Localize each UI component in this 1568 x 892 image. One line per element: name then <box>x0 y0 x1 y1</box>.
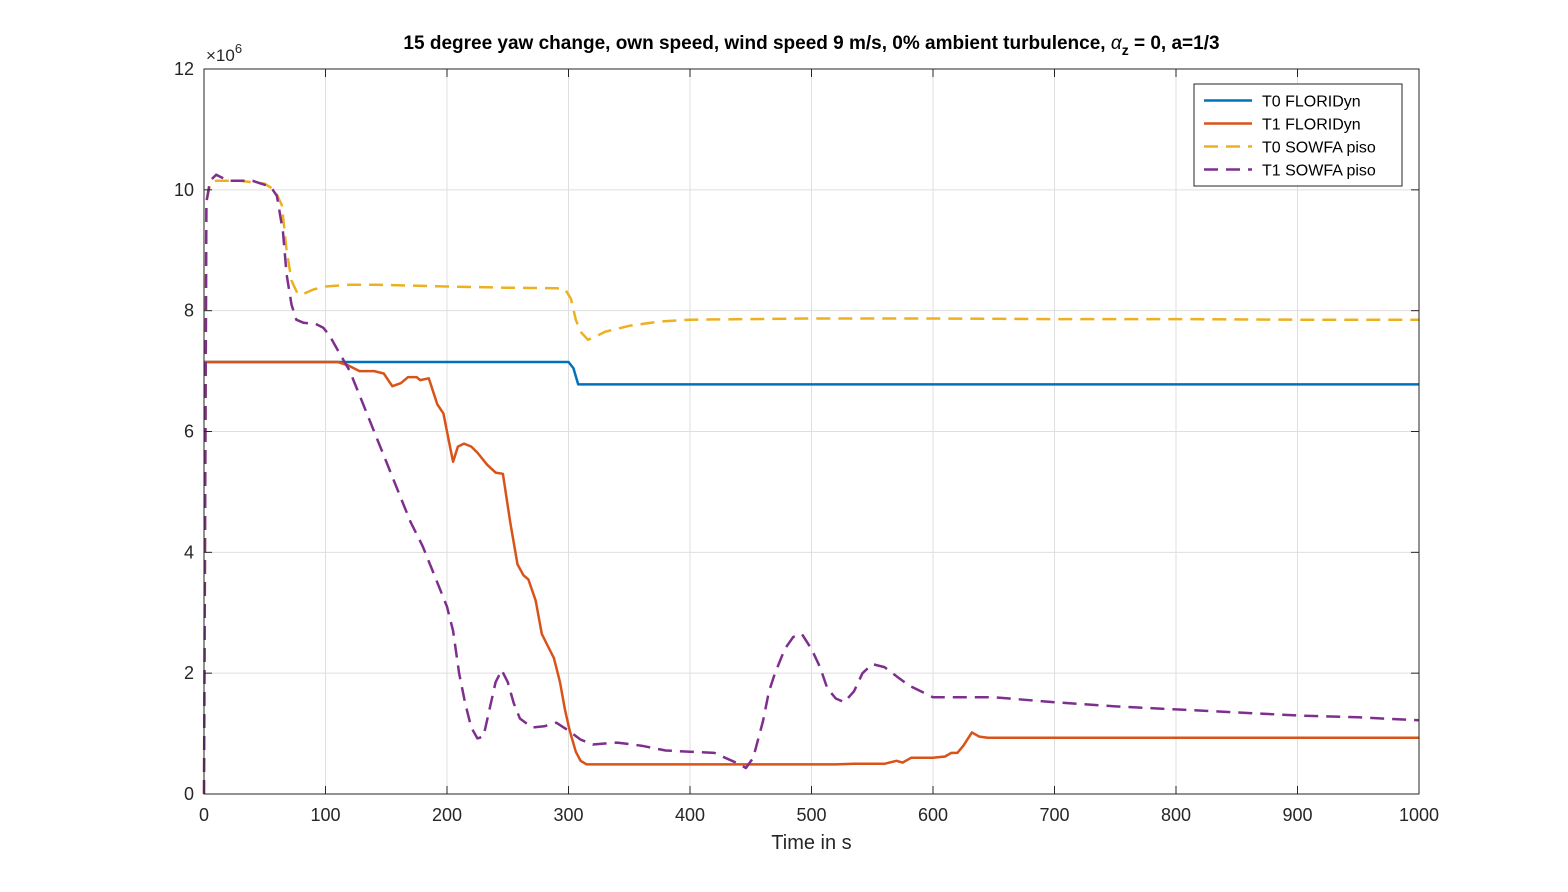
legend-label-3: T0 SOWFA piso <box>1262 140 1376 157</box>
x-tick-label: 0 <box>199 805 209 825</box>
y-tick-label: 10 <box>174 180 194 200</box>
x-tick-label: 600 <box>918 805 948 825</box>
y-multiplier-exponent: 6 <box>235 41 242 56</box>
grid <box>204 69 1419 794</box>
y-tick-label: 6 <box>184 422 194 442</box>
y-tick-label: 4 <box>184 542 194 562</box>
title-suffix: = 0, a=1/3 <box>1129 33 1220 54</box>
series-layer <box>202 173 1420 795</box>
x-tick-label: 800 <box>1161 805 1191 825</box>
legend: T0 FLORIDyn T1 FLORIDyn T0 SOWFA piso T1 SO… <box>1193 83 1403 187</box>
x-tick-label: 400 <box>675 805 705 825</box>
x-tick-label: 1000 <box>1399 805 1439 825</box>
x-tick-label: 700 <box>1039 805 1069 825</box>
x-tick-label: 900 <box>1282 805 1312 825</box>
x-tick-label: 100 <box>310 805 340 825</box>
ticks <box>203 68 1420 795</box>
x-tick-label: 500 <box>796 805 826 825</box>
y-tick-label: 12 <box>174 59 194 79</box>
legend-label-2: T1 FLORIDyn <box>1262 117 1361 134</box>
y-tick-label: 8 <box>184 301 194 321</box>
title-symbol: α <box>1111 33 1123 54</box>
series-line-4 <box>202 173 1420 795</box>
y-axis-multiplier: ×106 <box>206 41 242 65</box>
title-subscript: z <box>1122 42 1129 58</box>
x-axis-label: Time in s <box>771 832 851 854</box>
series-line-3 <box>202 179 1419 795</box>
legend-label-1: T0 FLORIDyn <box>1262 94 1361 111</box>
tick-labels: 0 100 200 300 400 500 600 700 800 900 1000 0 2 4 6 8 10 1… <box>174 59 1439 825</box>
chart-title: 15 degree yaw change, own speed, wind sp… <box>403 33 1219 58</box>
legend-label-4: T1 SOWFA piso <box>1262 163 1376 180</box>
y-tick-label: 2 <box>184 663 194 683</box>
y-tick-label: 0 <box>184 784 194 804</box>
title-prefix: 15 degree yaw change, own speed, wind sp… <box>403 33 1110 54</box>
series-line-2 <box>204 360 1419 766</box>
x-tick-label: 200 <box>432 805 462 825</box>
x-tick-label: 300 <box>553 805 583 825</box>
series-line-1 <box>204 360 1419 386</box>
y-multiplier-base: ×10 <box>206 46 235 65</box>
